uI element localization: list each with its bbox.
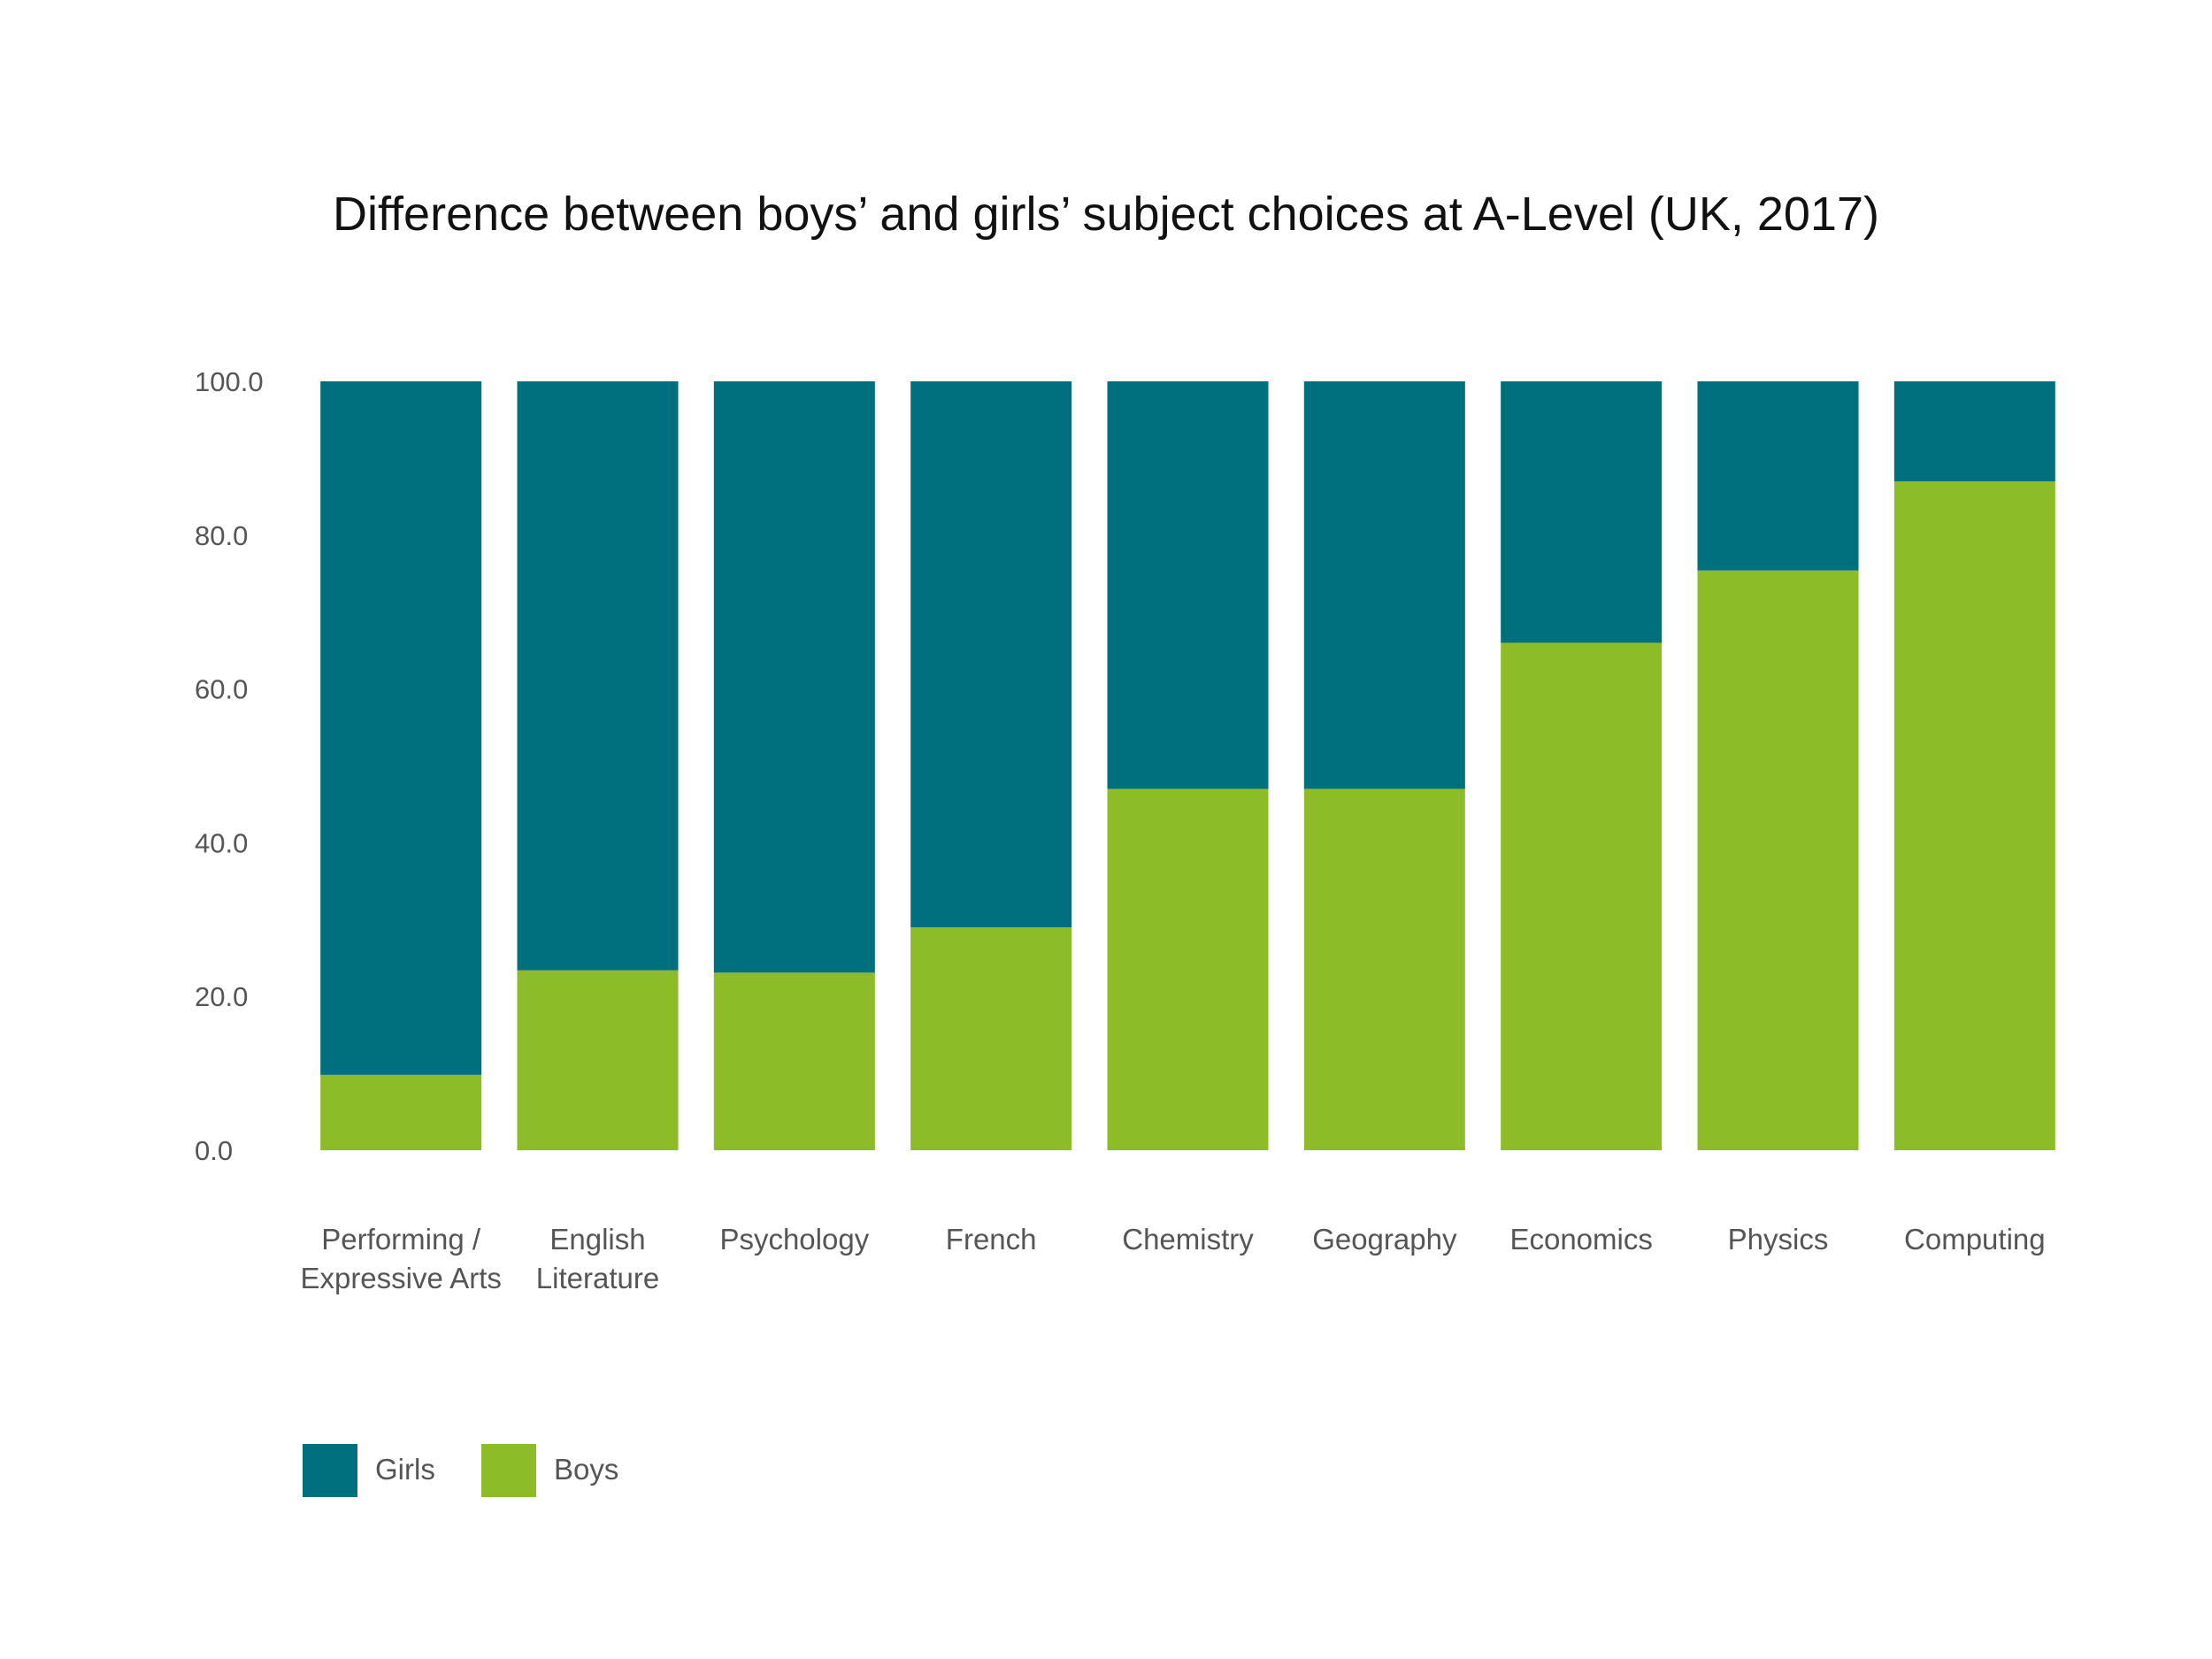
x-category-label: Physics — [1728, 1223, 1829, 1256]
y-tick-label: 0.0 — [195, 1135, 233, 1166]
bar-boys — [1697, 570, 1859, 1150]
chart-title: Difference between boys’ and girls’ subj… — [333, 188, 1879, 241]
y-tick-label: 20.0 — [195, 981, 248, 1012]
bar-girls — [1501, 381, 1663, 643]
x-category-label: Performing / — [321, 1223, 481, 1256]
bars — [320, 381, 2055, 1150]
legend-label-girls: Girls — [375, 1453, 435, 1486]
legend-swatch-girls — [303, 1444, 357, 1497]
bar-girls — [1303, 381, 1465, 789]
bar-girls — [517, 381, 679, 971]
bar-girls — [1107, 381, 1269, 789]
x-category-label: Expressive Arts — [300, 1262, 501, 1294]
x-category-label: Economics — [1509, 1223, 1652, 1256]
x-category-label: Literature — [536, 1262, 659, 1294]
legend-swatch-boys — [481, 1444, 536, 1497]
y-axis: 0.0 20.0 40.0 60.0 80.0 100.0 — [195, 366, 264, 1166]
x-category-label: Chemistry — [1122, 1223, 1254, 1256]
y-tick-label: 40.0 — [195, 827, 248, 858]
x-category-label: Geography — [1312, 1223, 1457, 1256]
x-category-label: French — [946, 1223, 1037, 1256]
y-tick-label: 60.0 — [195, 674, 248, 705]
legend-label-boys: Boys — [554, 1453, 618, 1486]
bar-girls — [713, 381, 875, 973]
x-category-label: Computing — [1904, 1223, 2046, 1256]
bar-boys — [713, 972, 875, 1150]
x-category-label: English — [549, 1223, 645, 1256]
bar-boys — [1501, 642, 1663, 1150]
y-tick-label: 100.0 — [195, 366, 264, 397]
legend: Girls Boys — [303, 1444, 618, 1497]
y-tick-label: 80.0 — [195, 520, 248, 551]
bar-boys — [517, 970, 679, 1150]
bar-boys — [910, 926, 1072, 1150]
bar-boys — [1107, 788, 1269, 1150]
bar-girls — [1893, 381, 2055, 481]
bar-girls — [1697, 381, 1859, 571]
bar-boys — [1893, 480, 2055, 1150]
x-category-label: Psychology — [719, 1223, 869, 1256]
bar-boys — [320, 1074, 482, 1150]
bar-girls — [320, 381, 482, 1075]
bar-boys — [1303, 788, 1465, 1150]
x-axis: Performing / Expressive Arts English Litera… — [300, 1223, 2045, 1294]
bar-girls — [910, 381, 1072, 927]
